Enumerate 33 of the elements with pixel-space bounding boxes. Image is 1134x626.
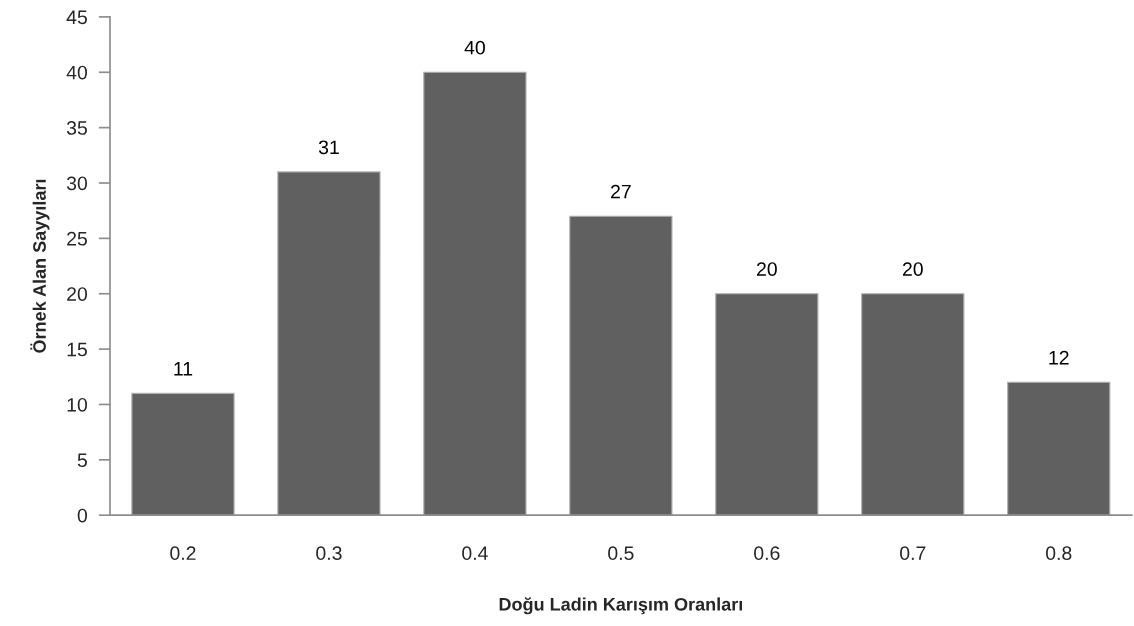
x-axis-title: Doğu Ladin Karışım Oranları [499,597,743,615]
data-label: 20 [756,262,777,276]
data-label: 40 [464,40,485,55]
y-tick-label: 35 [66,121,87,135]
bar [569,215,673,516]
x-tick-label: 0.2 [170,546,196,561]
y-tick-label: 0 [77,508,88,523]
y-tick-label: 15 [67,342,87,357]
data-label: 12 [1049,350,1069,365]
bar [423,71,527,516]
y-tick-label: 20 [67,287,88,301]
x-tick-label: 0.3 [316,546,342,561]
y-tick-label: 45 [66,10,87,25]
x-tick-label: 0.5 [608,546,634,561]
x-tick-label: 0.8 [1046,546,1072,561]
y-axis-title: Örnek Alan Sayyıları [30,179,50,353]
y-tick-label: 5 [77,453,87,468]
x-tick-label: 0.7 [900,546,926,561]
x-tick-label: 0.6 [754,546,780,561]
data-label: 11 [174,362,193,376]
bar [1007,381,1111,516]
data-label: 27 [611,184,631,199]
bar [715,293,819,516]
data-label: 20 [902,262,923,276]
y-tick-label: 40 [66,65,88,80]
bar [277,171,381,516]
data-label: 31 [318,140,339,155]
y-tick-label: 25 [67,231,87,246]
bar [861,293,965,516]
y-tick-label: 10 [67,397,88,412]
x-tick-label: 0.4 [462,546,488,561]
y-tick-label: 30 [66,176,88,191]
bar [131,392,235,516]
